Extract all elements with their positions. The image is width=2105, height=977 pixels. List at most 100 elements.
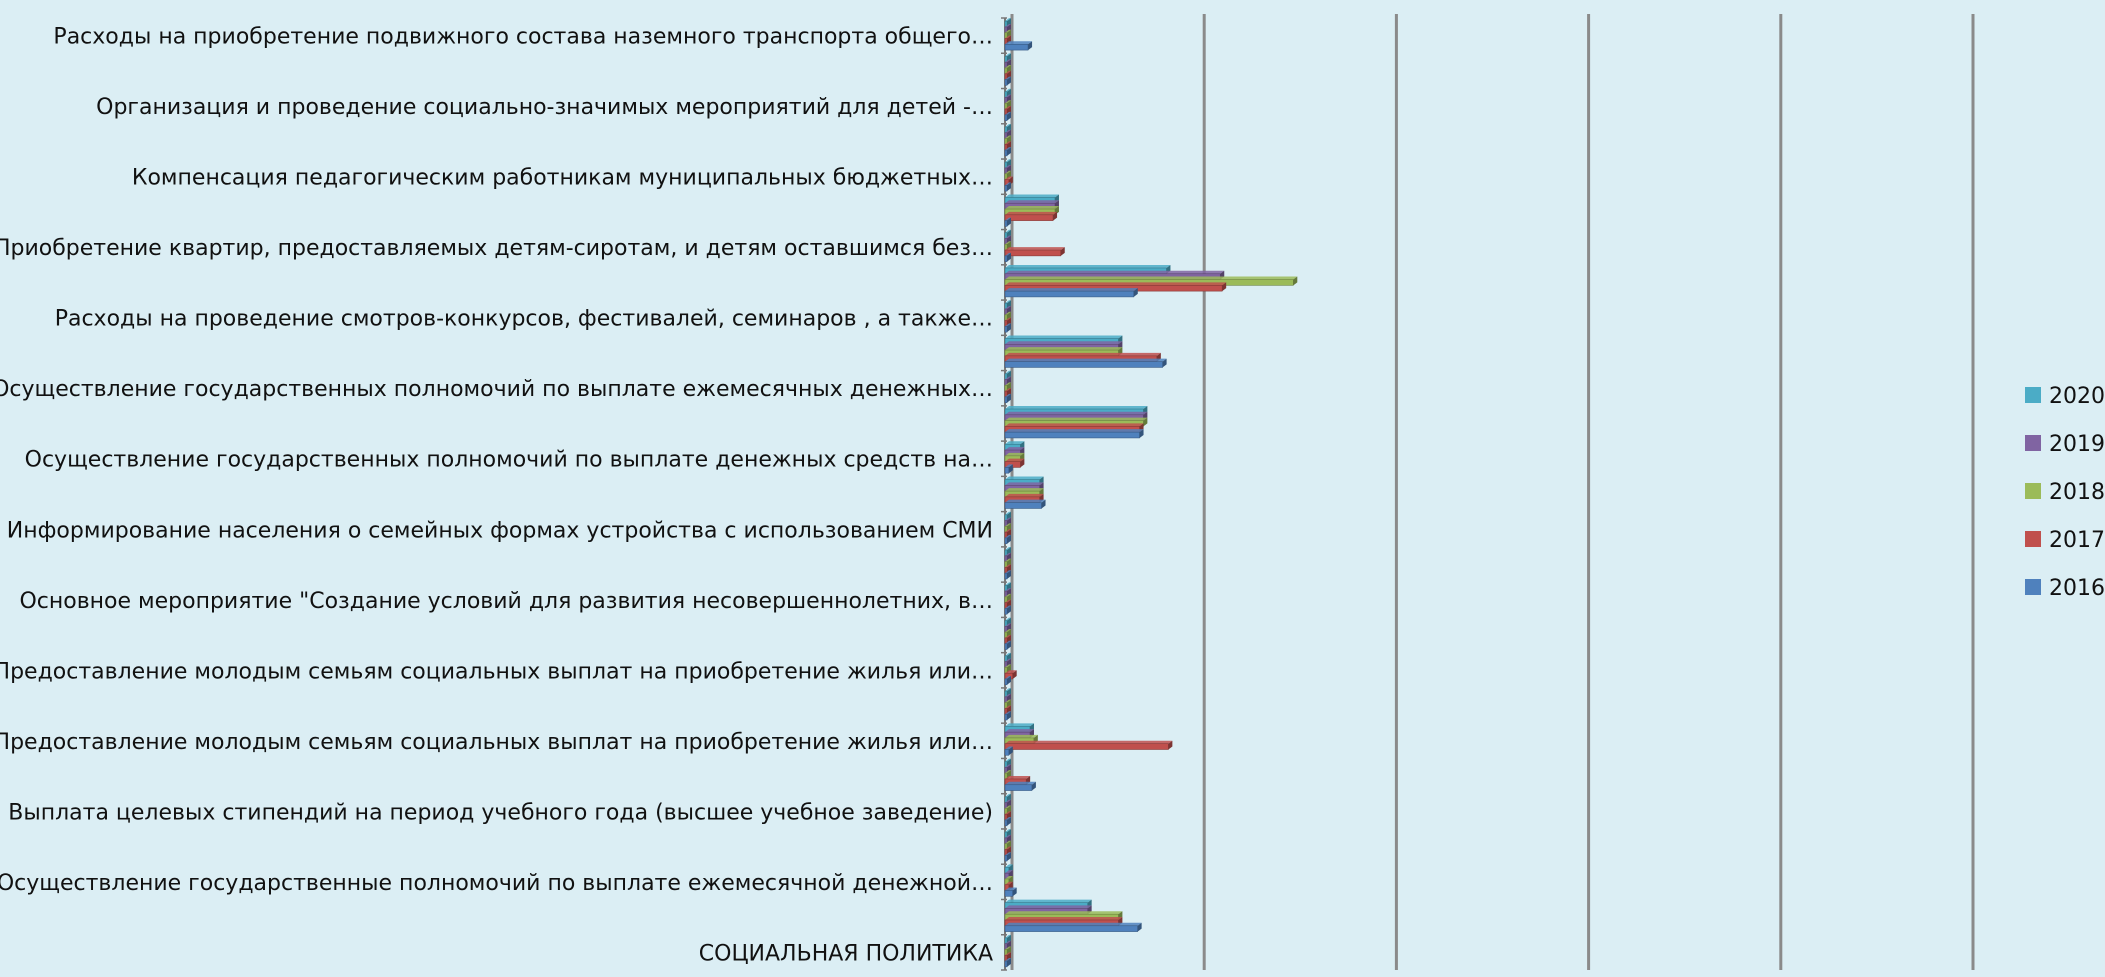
bar-2016-3 bbox=[1004, 147, 1011, 157]
bar-top-face bbox=[1005, 382, 1011, 386]
bar-top-face bbox=[1005, 699, 1011, 703]
bar-top-face bbox=[1005, 94, 1011, 98]
bar-top-face bbox=[1005, 64, 1011, 68]
bar-top-face bbox=[1005, 958, 1011, 962]
bar-front-face bbox=[1004, 890, 1013, 897]
bar-top-face bbox=[1005, 905, 1092, 909]
category-label: Основное мероприятие "Создание условий д… bbox=[19, 589, 993, 614]
category-label: Предоставление молодым семьям социальных… bbox=[0, 659, 993, 684]
bar-end-face bbox=[1007, 570, 1011, 579]
legend-item-2017: 2017 bbox=[2025, 528, 2105, 553]
bar-top-face bbox=[1005, 770, 1011, 774]
bar-front-face bbox=[1004, 185, 1008, 192]
bar-end-face bbox=[1007, 958, 1011, 967]
bar-top-face bbox=[1005, 675, 1011, 679]
bar-top-face bbox=[1005, 658, 1011, 662]
bar-end-face bbox=[1007, 323, 1011, 333]
bar-top-face bbox=[1005, 864, 1013, 868]
bar-front-face bbox=[1004, 819, 1008, 827]
legend-label: 2020 bbox=[2049, 384, 2105, 409]
bar-front-face bbox=[1004, 249, 1062, 257]
bar-top-face bbox=[1005, 270, 1225, 274]
bar-front-face bbox=[1004, 114, 1008, 121]
bar-2016-6 bbox=[1004, 252, 1011, 262]
bar-front-face bbox=[1004, 925, 1138, 932]
bar-top-face bbox=[1005, 588, 1011, 592]
bar-top-face bbox=[1005, 458, 1025, 462]
bar-top-face bbox=[1005, 423, 1144, 427]
bar-top-face bbox=[1005, 217, 1011, 221]
bar-top-face bbox=[1005, 840, 1011, 844]
bar-end-face bbox=[1007, 675, 1011, 685]
bar-top-face bbox=[1005, 393, 1011, 397]
bar-front-face bbox=[1004, 79, 1008, 86]
bar-top-face bbox=[1005, 129, 1011, 133]
legend-label: 2017 bbox=[2049, 528, 2105, 553]
bar-2016-12 bbox=[1004, 464, 1013, 474]
bar-top-face bbox=[1005, 493, 1044, 497]
bar-top-face bbox=[1005, 252, 1011, 256]
bar-end-face bbox=[1143, 417, 1148, 427]
bar-2017-6 bbox=[1004, 247, 1065, 257]
legend-swatch bbox=[2025, 531, 2041, 547]
bar-top-face bbox=[1005, 799, 1011, 803]
bar-top-face bbox=[1005, 775, 1031, 779]
bar-top-face bbox=[1005, 881, 1013, 885]
bar-front-face bbox=[1004, 361, 1163, 368]
bar-top-face bbox=[1005, 53, 1011, 57]
bar-front-face bbox=[1004, 326, 1008, 333]
bar-top-face bbox=[1005, 35, 1011, 39]
bar-top-face bbox=[1005, 452, 1025, 456]
bar-top-face bbox=[1005, 758, 1011, 762]
bar-top-face bbox=[1005, 194, 1059, 198]
bar-top-face bbox=[1005, 547, 1011, 551]
bar-2016-16 bbox=[1004, 605, 1011, 615]
legend-item-2018: 2018 bbox=[2025, 480, 2105, 505]
bar-top-face bbox=[1005, 688, 1011, 692]
bar-2017-5 bbox=[1004, 211, 1058, 221]
bar-top-face bbox=[1005, 729, 1034, 733]
bar-front-face bbox=[1004, 502, 1042, 509]
bar-top-face bbox=[1005, 534, 1011, 538]
legend: 2020 2019 2018 2017 2016 bbox=[2025, 384, 2105, 601]
legend-label: 2016 bbox=[2049, 576, 2105, 601]
category-label: Приобретение квартир, предоставляемых де… bbox=[0, 236, 993, 261]
bar-2016-22 bbox=[1004, 817, 1011, 827]
bar-top-face bbox=[1005, 417, 1148, 421]
bar-top-face bbox=[1005, 640, 1011, 644]
bar-top-face bbox=[1005, 211, 1058, 215]
bar-top-face bbox=[1005, 734, 1038, 738]
bar-end-face bbox=[1133, 288, 1138, 297]
bar-end-face bbox=[1293, 276, 1298, 286]
bar-top-face bbox=[1005, 946, 1011, 950]
bar-top-face bbox=[1005, 517, 1011, 521]
bar-top-face bbox=[1005, 306, 1011, 310]
bar-end-face bbox=[1007, 711, 1011, 721]
bar-top-face bbox=[1005, 18, 1011, 22]
bar-top-face bbox=[1005, 564, 1011, 568]
bar-top-face bbox=[1005, 264, 1171, 268]
bar-top-face bbox=[1005, 829, 1011, 833]
bar-front-face bbox=[1004, 572, 1008, 580]
bar-top-face bbox=[1005, 834, 1011, 838]
bar-top-face bbox=[1005, 664, 1011, 668]
bar-top-face bbox=[1005, 952, 1011, 956]
bar-top-face bbox=[1005, 711, 1011, 715]
bar-end-face bbox=[1007, 393, 1011, 403]
bar-top-face bbox=[1005, 429, 1144, 433]
bar-top-face bbox=[1005, 411, 1148, 415]
bar-2016-19 bbox=[1004, 711, 1011, 721]
bar-front-face bbox=[1004, 149, 1008, 157]
category-label: Расходы на приобретение подвижного соста… bbox=[53, 25, 993, 50]
bar-top-face bbox=[1005, 570, 1011, 574]
category-label: Осуществление государственные полномочий… bbox=[0, 871, 993, 896]
bar-2016-17 bbox=[1004, 640, 1011, 650]
bar-2017-20 bbox=[1004, 740, 1173, 750]
bar-top-face bbox=[1005, 341, 1123, 345]
bar-front-face bbox=[1004, 608, 1008, 615]
bar-front-face bbox=[1004, 713, 1008, 721]
bar-2016-0 bbox=[1004, 41, 1033, 51]
bar-2016-8 bbox=[1004, 323, 1011, 333]
bar-top-face bbox=[1005, 406, 1148, 410]
